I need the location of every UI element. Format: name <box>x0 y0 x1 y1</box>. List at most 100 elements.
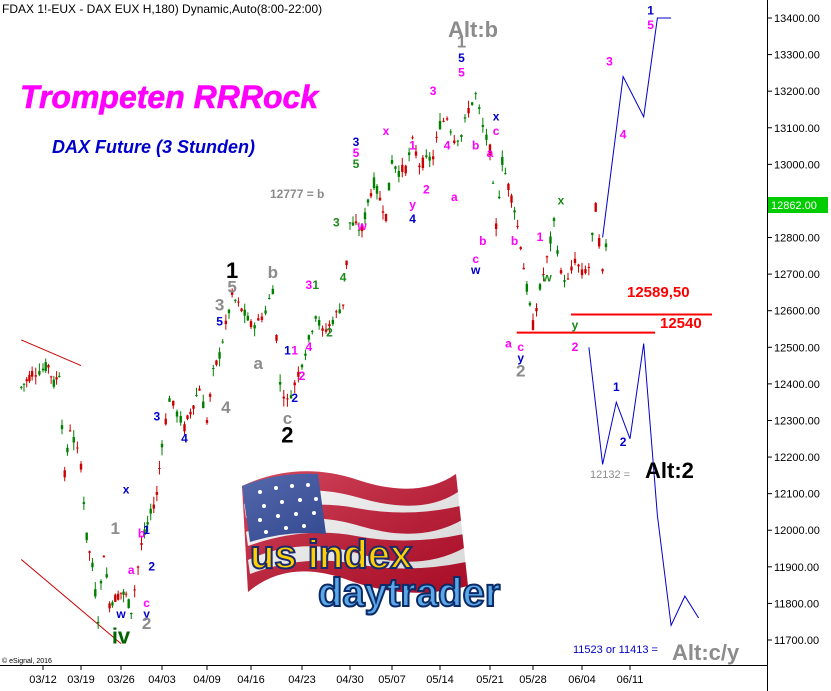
candle-body <box>535 307 538 312</box>
y-tick-label: 12400.00 <box>774 379 820 391</box>
candle-body <box>498 196 501 199</box>
candle-body <box>38 371 41 375</box>
wave-label: w <box>470 263 481 277</box>
wave-label: 2 <box>516 362 525 381</box>
wave-label: 2 <box>291 391 298 405</box>
wave-label: 1 <box>457 32 466 51</box>
candle-body <box>375 185 379 194</box>
wave-label: 4 <box>181 431 188 445</box>
candle-body <box>594 203 597 212</box>
wave-label: 4 <box>340 270 347 284</box>
candle-body <box>119 592 123 594</box>
wave-label: 4 <box>444 139 451 153</box>
wave-label: 2 <box>326 325 333 339</box>
wave-label: b <box>268 263 278 282</box>
x-tick-label: 04/03 <box>148 674 176 686</box>
candle-body <box>172 400 175 406</box>
wave-label: 5 <box>216 314 223 328</box>
candle-body <box>215 360 218 365</box>
candle-body <box>601 269 604 272</box>
candle-body <box>55 377 58 380</box>
wave-label: 2 <box>299 369 306 383</box>
y-tick-label: 12600.00 <box>774 306 820 318</box>
candle-body <box>271 288 275 295</box>
y-tick-label: 13400.00 <box>774 13 820 25</box>
candle-body <box>183 424 186 432</box>
candle-body <box>577 264 580 267</box>
wave-label: 3 <box>215 296 224 315</box>
candle-body <box>369 193 373 197</box>
candle-body <box>481 125 485 127</box>
wave-label: 1 <box>613 380 620 394</box>
candle-body <box>286 398 289 400</box>
candle-body <box>307 335 311 340</box>
wave-label: c <box>493 124 500 138</box>
candle-body <box>108 603 111 609</box>
candle-body <box>72 437 75 443</box>
candle-body <box>428 156 431 161</box>
candle-body <box>130 612 133 615</box>
candle-body <box>411 137 414 139</box>
wave-label: 3 <box>333 216 340 230</box>
candle-body <box>549 236 552 244</box>
candle-body <box>378 197 382 201</box>
candle-body <box>25 379 28 382</box>
candle-body <box>224 320 228 325</box>
candle-body <box>155 491 159 495</box>
x-tick-label: 05/21 <box>476 674 504 686</box>
candle-body <box>289 395 293 399</box>
candle-body <box>230 291 234 295</box>
wave-label: 1 <box>647 3 654 17</box>
candle-body <box>94 589 97 597</box>
level-12540-label: 12540 <box>660 315 702 332</box>
candle-body <box>566 278 570 280</box>
candle-body <box>381 211 385 213</box>
alt-b-label: Alt:b <box>448 17 498 42</box>
candle-body <box>175 411 179 417</box>
candle-body <box>268 297 271 299</box>
candle-body <box>122 591 125 595</box>
wave-label: 3 <box>154 409 161 423</box>
headline: Trompeten RRRock <box>20 79 320 115</box>
candle-body <box>563 280 566 282</box>
y-tick-label: 12500.00 <box>774 342 820 354</box>
x-tick-label: 05/07 <box>378 674 406 686</box>
y-tick-label: 11700.00 <box>774 635 819 647</box>
candle-body <box>351 222 355 226</box>
wave-label: x <box>383 124 390 138</box>
wave-label: 4 <box>221 398 231 417</box>
candle-body <box>85 532 88 541</box>
candle-body <box>314 316 317 319</box>
candle-body <box>591 232 594 235</box>
candle-body <box>20 386 23 388</box>
wave-label: 2 <box>572 340 579 354</box>
candle-body <box>297 371 300 377</box>
wave-label: w <box>115 607 126 621</box>
candle-body <box>467 108 470 114</box>
candle-body <box>478 107 481 109</box>
candle-body <box>401 164 404 172</box>
wave-label: 5 <box>458 66 465 80</box>
candle-body <box>519 247 522 249</box>
candle-body <box>179 415 182 423</box>
candle-body <box>372 177 376 189</box>
candle-body <box>34 375 37 377</box>
wave-label: 1 <box>312 278 319 292</box>
wave-label: w <box>356 219 367 233</box>
last-price-badge <box>768 197 828 213</box>
candle-body <box>96 621 100 624</box>
candle-body <box>331 319 335 325</box>
candle-body <box>114 594 117 602</box>
candle-body <box>573 258 577 263</box>
wave-label: x <box>558 194 565 208</box>
candle-body <box>435 136 438 138</box>
candle-body <box>41 368 45 371</box>
wave-label: 2 <box>148 559 155 573</box>
candle-body <box>354 221 358 224</box>
wave-label: 3 <box>606 55 613 69</box>
candle-body <box>531 320 535 330</box>
channel-lines <box>20 339 122 645</box>
candle-body <box>124 593 128 595</box>
candle-body <box>556 250 559 254</box>
wave-label: 4 <box>620 128 627 142</box>
